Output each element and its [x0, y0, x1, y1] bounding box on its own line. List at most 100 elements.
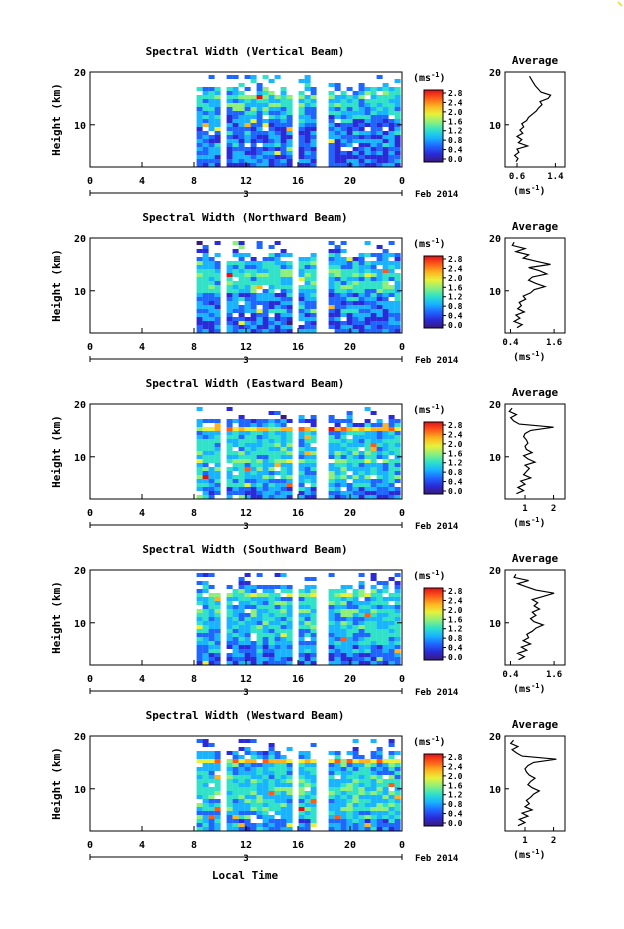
heatmap-cell — [346, 87, 353, 91]
heatmap-cell — [274, 297, 281, 301]
heatmap-cell — [370, 597, 377, 601]
heatmap-cell — [304, 151, 311, 155]
heatmap-cell — [376, 625, 383, 629]
heatmap-cell — [256, 427, 263, 431]
heatmap-cell — [304, 277, 311, 281]
heatmap-cell — [304, 313, 311, 317]
heatmap-cell — [280, 95, 287, 99]
heatmap-cell — [298, 277, 305, 281]
heatmap-cell — [250, 309, 257, 313]
heatmap-cell — [202, 661, 209, 665]
heatmap-cell — [298, 657, 305, 661]
heatmap-cell — [268, 447, 275, 451]
heatmap-cell — [334, 467, 341, 471]
heatmap-cell — [244, 787, 251, 791]
heatmap-cell — [286, 143, 293, 147]
heatmap-cell — [214, 265, 221, 269]
heatmap-cell — [286, 265, 293, 269]
heatmap-cell — [262, 163, 269, 167]
heatmap-cell — [274, 123, 281, 127]
heatmap-cell — [388, 147, 395, 151]
heatmap-cell — [196, 451, 203, 455]
heatmap-cell — [304, 107, 311, 111]
heatmap-cell — [298, 807, 305, 811]
heatmap-cell — [262, 755, 269, 759]
heatmap-cell — [226, 151, 233, 155]
heatmap-cell — [376, 253, 383, 257]
y-tick-label: 10 — [74, 619, 86, 630]
heatmap-cell — [340, 91, 347, 95]
heatmap-cell — [370, 633, 377, 637]
heatmap-cell — [328, 573, 335, 577]
heatmap-cell — [370, 739, 377, 743]
colorbar-unit: (ms-1) — [413, 237, 446, 250]
heatmap-cell — [196, 625, 203, 629]
heatmap-cell — [382, 131, 389, 135]
heatmap-cell — [370, 447, 377, 451]
x-tick-label: 8 — [191, 508, 197, 519]
heatmap-cell — [238, 593, 245, 597]
heatmap-cell — [232, 123, 239, 127]
heatmap-cell — [256, 163, 263, 167]
heatmap-cell — [268, 751, 275, 755]
heatmap-cell — [364, 799, 371, 803]
heatmap-cell — [298, 111, 305, 115]
heatmap-cell — [268, 305, 275, 309]
heatmap-cell — [226, 265, 233, 269]
heatmap-cell — [346, 127, 353, 131]
heatmap-cell — [286, 443, 293, 447]
heatmap-cell — [196, 147, 203, 151]
heatmap-cell — [250, 329, 257, 333]
heatmap-cell — [238, 297, 245, 301]
heatmap-cell — [358, 775, 365, 779]
heatmap-cell — [286, 483, 293, 487]
heatmap-cell — [328, 625, 335, 629]
heatmap-cell — [232, 131, 239, 135]
heatmap-cell — [208, 759, 215, 763]
heatmap-cell — [202, 245, 209, 249]
heatmap-cell — [232, 147, 239, 151]
heatmap-cell — [238, 799, 245, 803]
heatmap-cell — [208, 127, 215, 131]
heatmap-cell — [268, 641, 275, 645]
heatmap-cell — [388, 99, 395, 103]
heatmap-cell — [328, 771, 335, 775]
heatmap-cell — [244, 431, 251, 435]
heatmap-cell — [262, 309, 269, 313]
heatmap-cell — [358, 755, 365, 759]
heatmap-cell — [286, 617, 293, 621]
heatmap-cell — [394, 459, 401, 463]
heatmap-cell — [310, 285, 317, 289]
heatmap-cell — [388, 819, 395, 823]
heatmap-cell — [394, 317, 401, 321]
heatmap-cell — [196, 159, 203, 163]
heatmap-cell — [388, 277, 395, 281]
heatmap-cell — [268, 297, 275, 301]
heatmap-cell — [238, 577, 245, 581]
heatmap-cell — [238, 95, 245, 99]
heatmap-cell — [310, 803, 317, 807]
heatmap-cell — [286, 763, 293, 767]
heatmap-cell — [238, 163, 245, 167]
heatmap-cell — [376, 313, 383, 317]
heatmap-cell — [262, 317, 269, 321]
heatmap-cell — [304, 309, 311, 313]
heatmap-cell — [244, 135, 251, 139]
heatmap-cell — [256, 443, 263, 447]
profile-x-tick-label: 0.4 — [502, 670, 519, 680]
heatmap-cell — [382, 301, 389, 305]
heatmap-cell — [274, 661, 281, 665]
heatmap-cell — [352, 119, 359, 123]
profile-unit: (ms-1) — [513, 516, 546, 529]
heatmap-cell — [346, 447, 353, 451]
heatmap-cell — [310, 159, 317, 163]
heatmap-cell — [364, 783, 371, 787]
heatmap-cell — [370, 265, 377, 269]
heatmap-cell — [328, 827, 335, 831]
heatmap-cell — [250, 459, 257, 463]
heatmap-cell — [268, 269, 275, 273]
heatmap-cell — [358, 811, 365, 815]
heatmap-cell — [370, 767, 377, 771]
profile-title: Average — [512, 552, 559, 565]
heatmap-cell — [352, 127, 359, 131]
